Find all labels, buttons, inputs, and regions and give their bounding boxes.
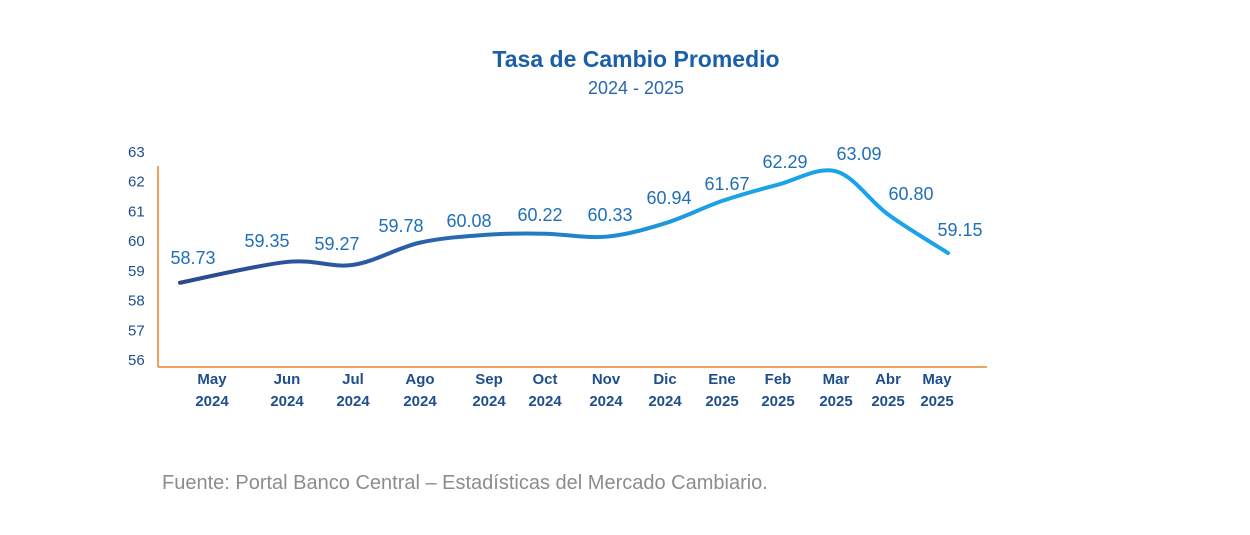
x-tick-year: 2024 <box>648 393 682 410</box>
x-tick-year: 2025 <box>819 393 852 410</box>
x-tick-month: May <box>922 371 952 388</box>
data-label: 60.80 <box>888 184 933 204</box>
x-tick-year: 2024 <box>270 393 304 410</box>
x-tick-month: Sep <box>475 371 503 388</box>
data-label: 59.27 <box>314 234 359 254</box>
x-tick-month: Ago <box>405 371 434 388</box>
x-tick-month: Jul <box>342 371 364 388</box>
x-tick-month: Abr <box>875 371 901 388</box>
x-tick-year: 2025 <box>920 393 953 410</box>
data-label: 62.29 <box>762 152 807 172</box>
data-label: 61.67 <box>704 174 749 194</box>
x-tick-year: 2024 <box>403 393 437 410</box>
x-tick-month: May <box>197 371 227 388</box>
x-tick-month: Dic <box>653 371 676 388</box>
y-axis-ticks: 56 57 58 59 60 61 62 63 <box>128 144 145 369</box>
x-tick-year: 2024 <box>528 393 562 410</box>
source-note: Fuente: Portal Banco Central – Estadísti… <box>162 472 768 494</box>
x-tick-month: Feb <box>765 371 792 388</box>
data-label: 59.15 <box>937 220 982 240</box>
x-tick-year: 2025 <box>761 393 794 410</box>
x-tick-year: 2024 <box>336 393 370 410</box>
x-tick-year: 2025 <box>871 393 904 410</box>
x-tick-year: 2025 <box>705 393 738 410</box>
y-tick-label: 59 <box>128 263 145 280</box>
data-label: 59.78 <box>378 216 423 236</box>
data-label: 60.94 <box>646 188 691 208</box>
x-tick-month: Jun <box>274 371 301 388</box>
x-tick-year: 2024 <box>472 393 506 410</box>
y-tick-label: 62 <box>128 174 145 191</box>
x-tick-year: 2024 <box>195 393 229 410</box>
x-tick-month: Ene <box>708 371 736 388</box>
x-tick-month: Nov <box>592 371 621 388</box>
x-tick-month: Mar <box>823 371 850 388</box>
data-label: 60.08 <box>446 211 491 231</box>
series-line <box>178 168 950 285</box>
x-tick-month: Oct <box>532 371 557 388</box>
y-tick-label: 60 <box>128 233 145 250</box>
y-tick-label: 58 <box>128 293 145 310</box>
data-label: 63.09 <box>836 144 881 164</box>
y-tick-label: 56 <box>128 352 145 369</box>
y-tick-label: 61 <box>128 203 145 220</box>
chart-subtitle: 2024 - 2025 <box>587 78 685 98</box>
data-label: 58.73 <box>170 248 215 268</box>
y-tick-label: 57 <box>128 322 145 339</box>
chart-title: Tasa de Cambio Promedio <box>492 46 780 72</box>
data-label: 60.33 <box>587 205 632 225</box>
data-label: 59.35 <box>244 231 289 251</box>
data-label: 60.22 <box>517 205 562 225</box>
x-axis-labels: May 2024 Jun 2024 Jul 2024 Ago 2024 Sep 2024 Oct 20… <box>195 371 953 410</box>
x-tick-year: 2024 <box>589 393 623 410</box>
data-labels: 58.73 59.35 59.27 59.78 60.08 60.22 60.33 60.94… <box>170 144 982 268</box>
y-tick-label: 63 <box>128 144 145 161</box>
